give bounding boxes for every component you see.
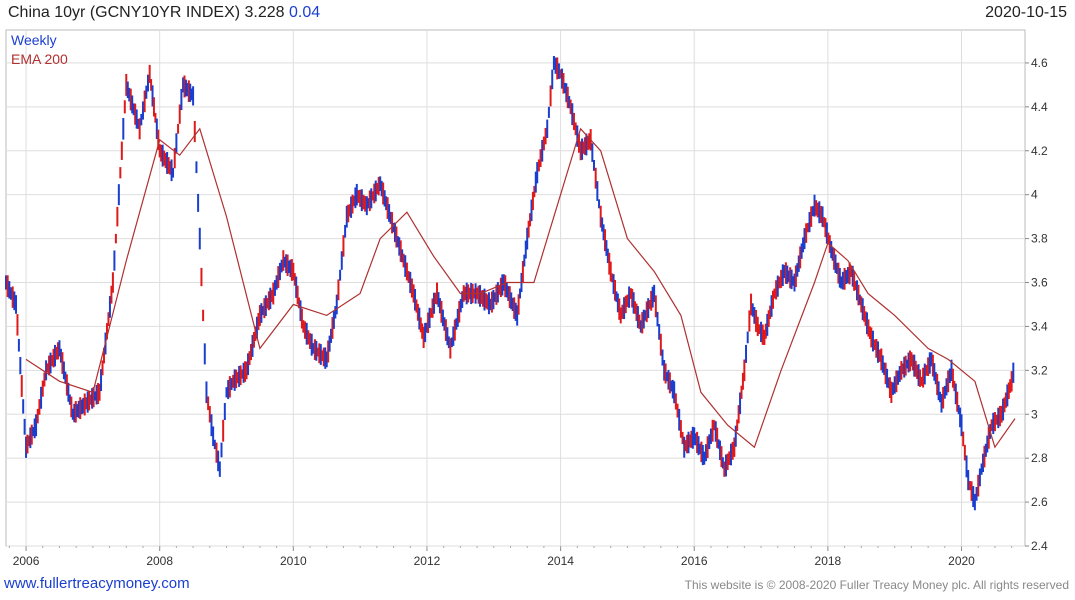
footer-site-link[interactable]: www.fullertreacymoney.com (4, 575, 190, 592)
y-tick-label: 3.2 (1031, 363, 1048, 377)
plot-area (5, 29, 1026, 547)
last-value: 3.228 (244, 4, 285, 21)
y-tick-label: 3.6 (1031, 276, 1048, 290)
y-tick-label: 4.6 (1031, 56, 1048, 70)
chart-date: 2020-10-15 (985, 4, 1067, 21)
y-tick-label: 3.4 (1031, 319, 1048, 333)
y-tick-label: 2.6 (1031, 495, 1048, 509)
chart-title-text: China 10yr (GCNY10YR INDEX) (8, 4, 241, 21)
x-tick-label: 2018 (815, 554, 842, 568)
change-value: 0.04 (289, 4, 321, 21)
legend-label: EMA 200 (11, 51, 68, 67)
ema-200-line (25, 127, 1016, 449)
chart-title: China 10yr (GCNY10YR INDEX) 3.228 0.04 (8, 4, 320, 22)
x-tick-label: 2012 (414, 554, 441, 568)
x-tick-label: 2014 (547, 554, 574, 568)
y-tick-label: 2.8 (1031, 451, 1048, 465)
y-tick-label: 3 (1031, 407, 1038, 421)
legend-label: Weekly (11, 32, 57, 48)
y-tick-label: 4 (1031, 188, 1038, 202)
x-tick-label: 2020 (948, 554, 975, 568)
footer-copyright: This website is © 2008-2020 Fuller Treac… (684, 578, 1069, 592)
x-tick-label: 2010 (280, 554, 307, 568)
x-tick-label: 2016 (681, 554, 708, 568)
y-tick-label: 4.2 (1031, 144, 1048, 158)
x-tick-label: 2008 (146, 554, 173, 568)
y-tick-label: 4.4 (1031, 100, 1048, 114)
y-tick-label: 2.4 (1031, 539, 1048, 553)
y-tick-label: 3.8 (1031, 232, 1048, 246)
x-tick-label: 2006 (13, 554, 40, 568)
